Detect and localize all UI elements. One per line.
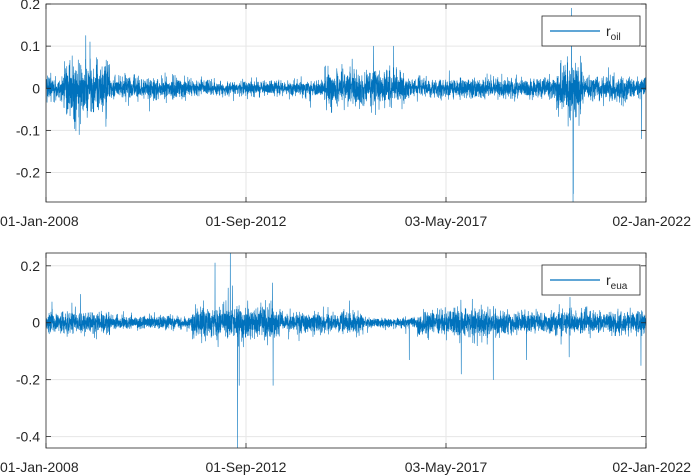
series-line-eua xyxy=(46,253,646,448)
x-tick-label: 01-Sep-2012 xyxy=(206,213,287,229)
y-tick-label: -0.2 xyxy=(16,372,40,388)
legend-label: reua xyxy=(606,272,628,292)
x-tick-label: 02-Jan-2022 xyxy=(612,459,691,475)
legend: reua xyxy=(541,264,641,296)
x-tick-label: 03-May-2017 xyxy=(405,459,488,475)
axes-box xyxy=(45,3,647,203)
eua-returns-panel: 0.2 0 -0.2 -0.4 01-Jan-2008 01-Sep-2012 03-May… xyxy=(0,252,691,475)
legend-label: roil xyxy=(606,23,621,43)
x-tick-label: 01-Jan-2008 xyxy=(0,213,79,229)
x-tick-label: 03-May-2017 xyxy=(405,213,488,229)
x-tick-label: 01-Sep-2012 xyxy=(206,459,287,475)
x-tick-label: 01-Jan-2008 xyxy=(0,459,79,475)
legend-label-subscript: oil xyxy=(611,32,621,43)
y-tick-label: 0 xyxy=(32,80,40,96)
axes-box xyxy=(45,252,647,449)
y-tick-label: -0.4 xyxy=(16,429,40,445)
legend-label-base: r xyxy=(606,23,611,39)
series-line-oil xyxy=(46,7,646,202)
y-tick-label: 0.1 xyxy=(21,38,41,54)
legend-label-subscript: eua xyxy=(611,281,628,292)
oil-returns-panel: 0.2 0.1 0 -0.1 -0.2 01-Jan-2008 01-Sep-2012 03-… xyxy=(0,0,691,229)
x-tick-label: 02-Jan-2022 xyxy=(612,213,691,229)
legend: roil xyxy=(541,15,641,47)
y-tick-label: 0 xyxy=(32,315,40,331)
legend-label-base: r xyxy=(606,272,611,288)
y-tick-label: 0.2 xyxy=(21,258,41,274)
y-tick-label: -0.1 xyxy=(16,122,40,138)
y-tick-label: 0.2 xyxy=(21,0,41,12)
y-tick-label: -0.2 xyxy=(16,165,40,181)
